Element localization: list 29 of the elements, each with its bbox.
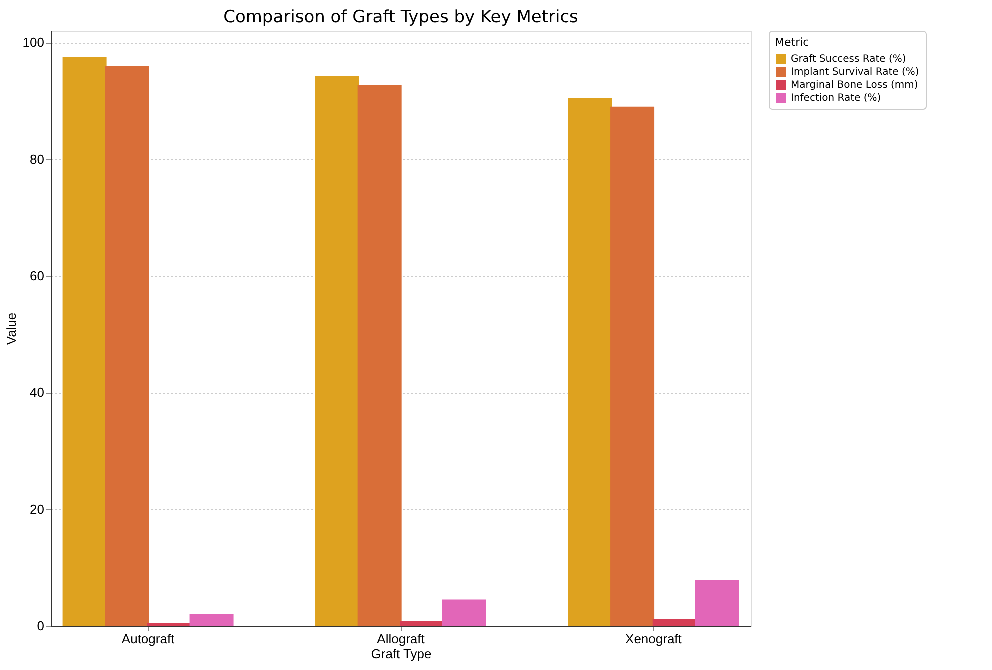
y-tick-label: 40 <box>30 385 44 400</box>
legend-label: Infection Rate (%) <box>791 93 882 104</box>
bar <box>147 623 192 626</box>
y-tick-label: 20 <box>30 502 44 517</box>
bar <box>652 619 697 626</box>
y-axis-title: Value <box>4 312 19 346</box>
y-tick-label: 100 <box>22 35 44 50</box>
bar <box>610 106 655 626</box>
x-tick-label: Allograft <box>377 632 426 646</box>
x-tick-label: Autograft <box>122 632 176 646</box>
bar <box>358 85 402 626</box>
legend-label: Marginal Bone Loss (mm) <box>791 80 918 91</box>
bar <box>695 580 740 626</box>
bar <box>568 98 612 626</box>
bar <box>442 600 486 626</box>
legend-title: Metric <box>775 36 810 49</box>
bar <box>62 57 107 626</box>
chart-title: Comparison of Graft Types by Key Metrics <box>224 8 579 28</box>
bar <box>400 621 444 626</box>
x-tick-label: Xenograft <box>626 632 682 646</box>
bar <box>105 66 150 626</box>
legend-label: Graft Success Rate (%) <box>791 54 906 65</box>
y-tick-label: 80 <box>30 152 44 167</box>
legend-label: Implant Survival Rate (%) <box>791 67 920 78</box>
x-axis-title: Graft Type <box>371 646 432 662</box>
bar <box>316 76 360 626</box>
y-tick-label: 60 <box>30 268 44 284</box>
y-tick-label: 0 <box>37 618 44 634</box>
bar <box>190 614 234 626</box>
